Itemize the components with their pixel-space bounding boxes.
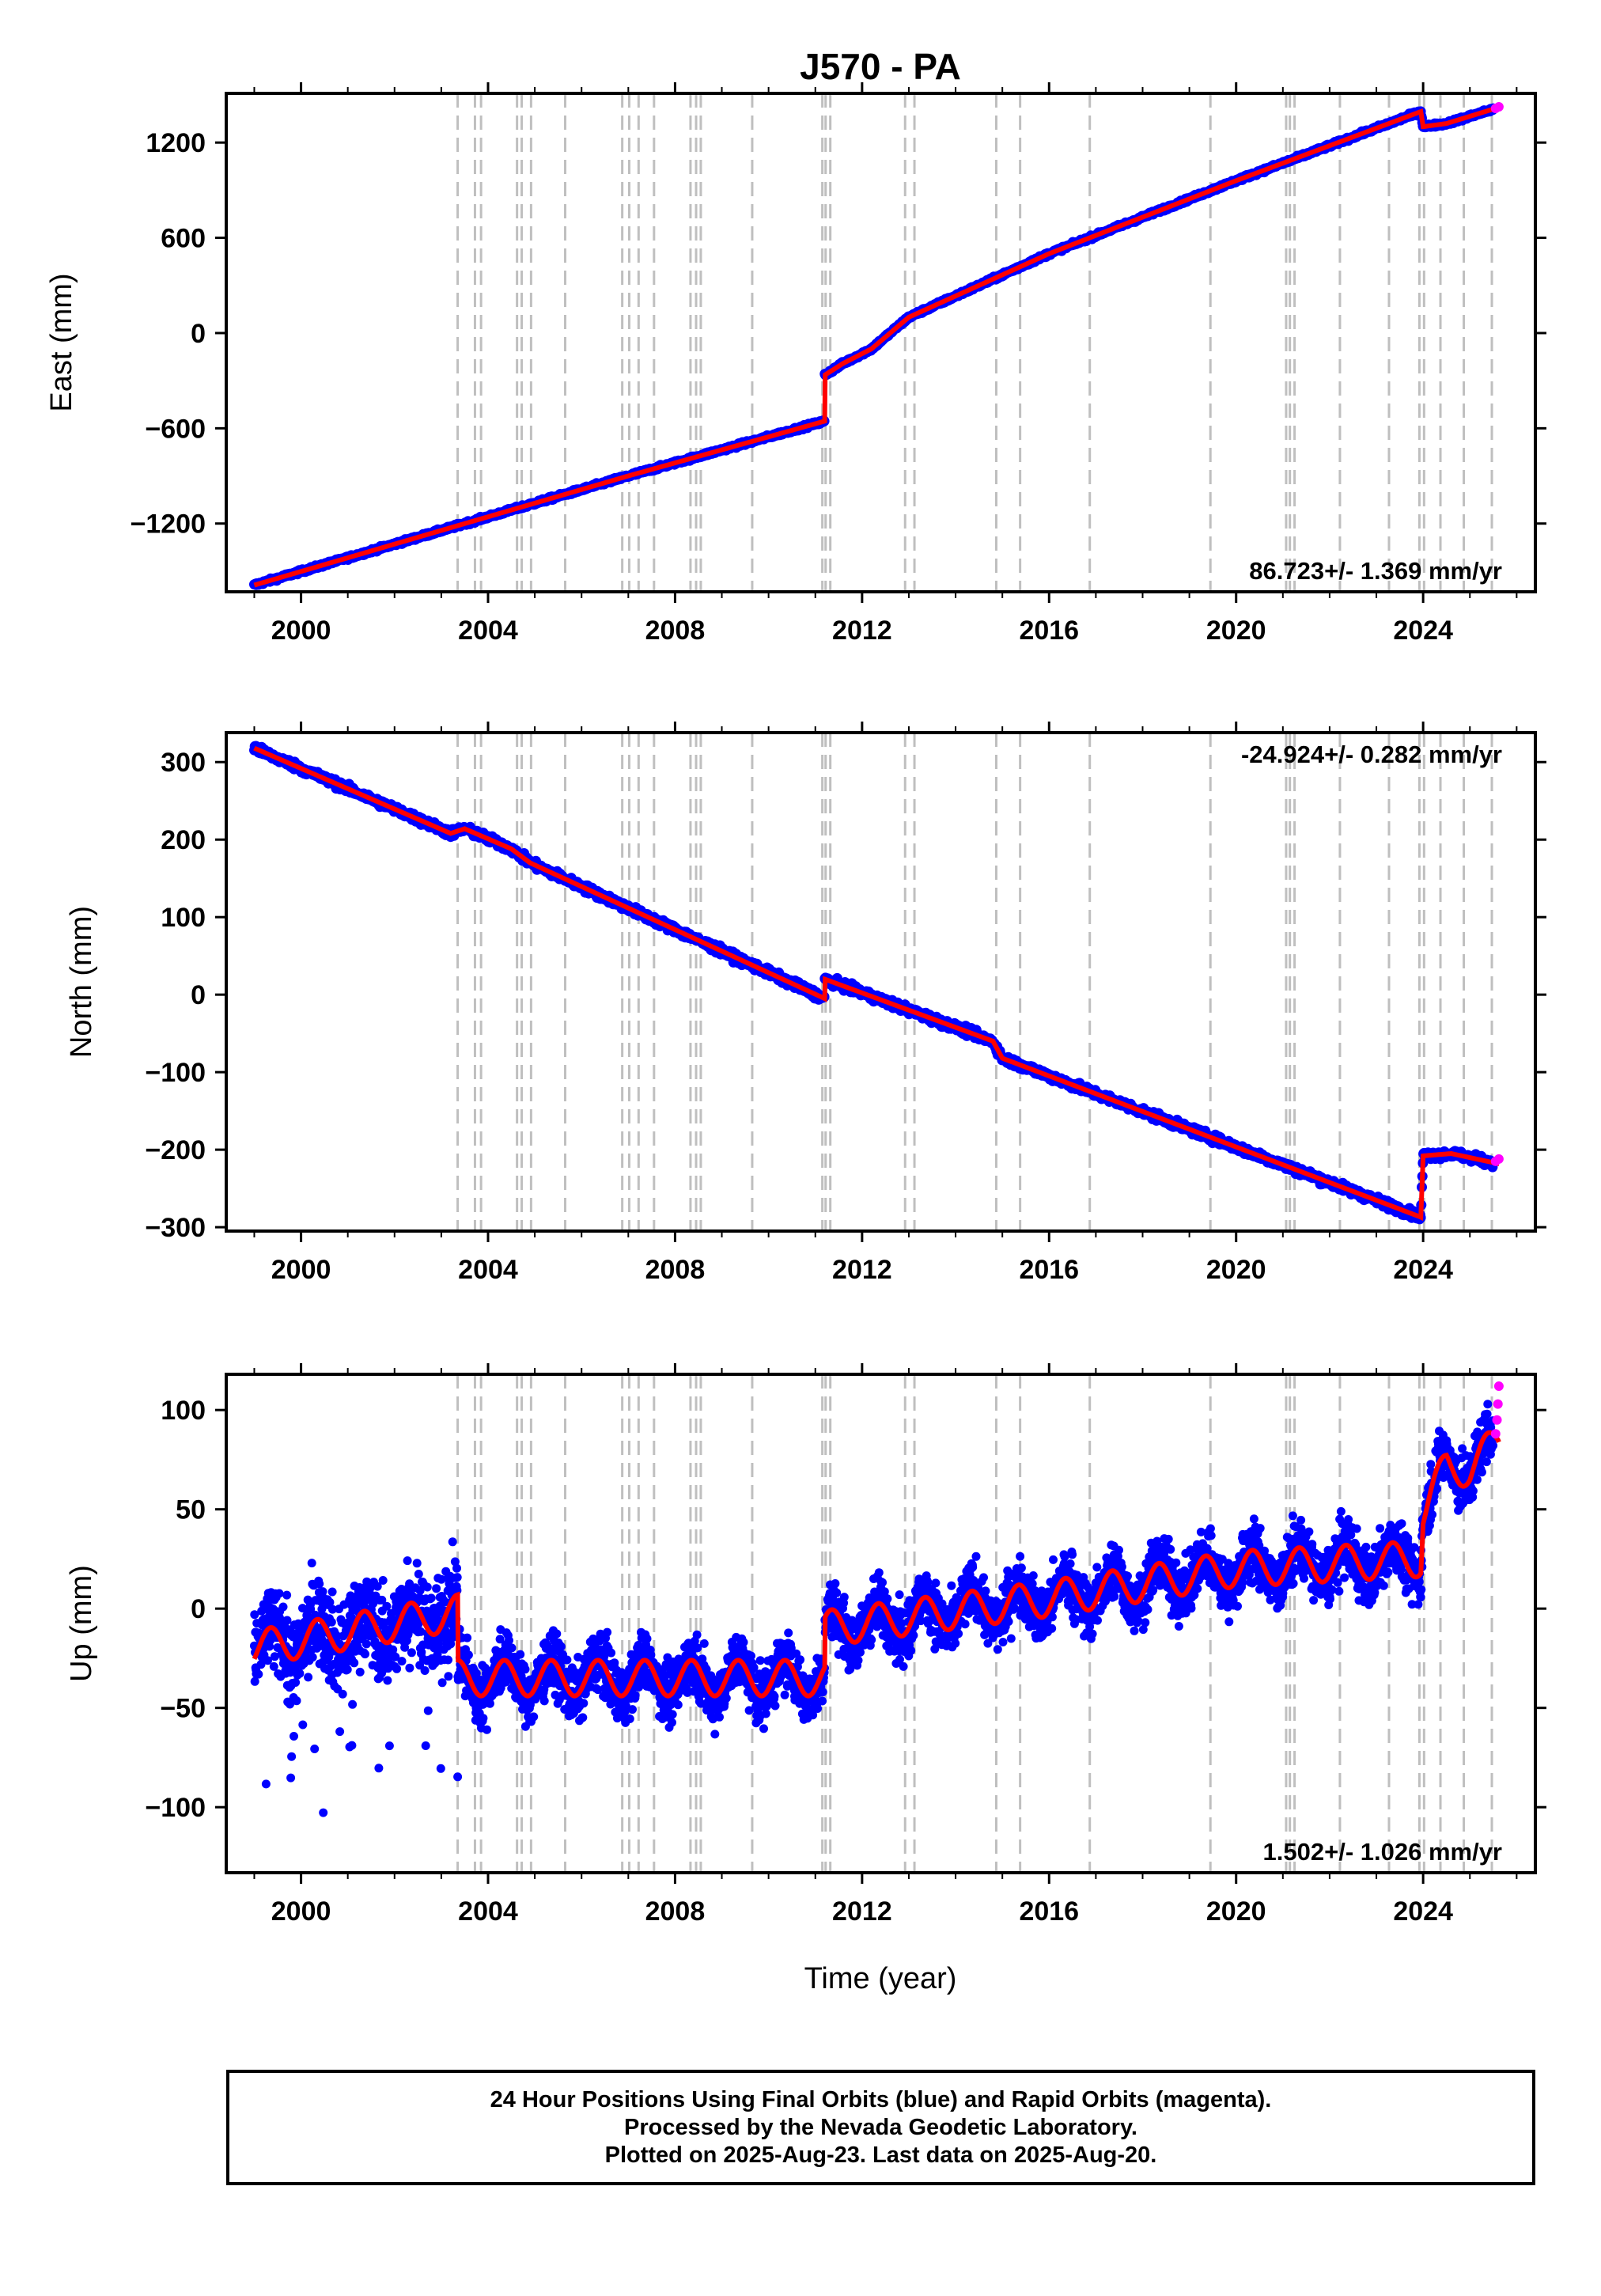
data-point <box>254 1669 263 1679</box>
data-point <box>286 1773 296 1783</box>
data-point <box>304 1673 313 1682</box>
data-point <box>327 1617 336 1627</box>
panel-north: 2000 2004 2008 2012 2016 2020 2024−300−200−100… <box>65 722 1546 1285</box>
y-tick-label: −300 <box>145 1213 206 1243</box>
y-axis-label: East (mm) <box>45 273 78 411</box>
y-tick-label: 100 <box>161 903 206 933</box>
panel-up: 2000 2004 2008 2012 2016 2020 2024−100−5005010… <box>65 1363 1546 1927</box>
data-point <box>291 1678 301 1687</box>
data-point <box>290 1732 298 1741</box>
chart-title: J570 - PA <box>800 46 961 87</box>
y-tick-label: −1200 <box>131 510 206 540</box>
rate-annotation: -24.924+/- 0.282 mm/yr <box>1241 741 1502 768</box>
rate-annotation: 86.723+/- 1.369 mm/yr <box>1249 557 1502 585</box>
data-layer <box>249 741 1504 1225</box>
model-line <box>253 745 1499 1222</box>
data-point <box>319 1808 328 1817</box>
x-tick-label: 2000 <box>271 1255 331 1285</box>
plot-frame <box>225 92 1537 593</box>
data-point <box>308 1653 317 1662</box>
data-point <box>287 1752 297 1761</box>
rapid-orbit-point <box>1493 1154 1504 1164</box>
x-tick-label: 2012 <box>832 616 892 646</box>
x-tick-label: 2020 <box>1206 1255 1266 1285</box>
x-tick-label: 2020 <box>1206 616 1266 646</box>
x-tick-label: 2024 <box>1393 1255 1453 1285</box>
x-tick-label: 2000 <box>271 616 331 646</box>
data-point <box>274 1589 284 1598</box>
y-tick-label: 1200 <box>146 128 206 158</box>
data-point <box>261 1779 271 1789</box>
x-tick-label: 2008 <box>645 616 706 646</box>
x-tick-label: 2024 <box>1393 616 1453 646</box>
data-point <box>327 1587 337 1597</box>
data-point <box>310 1745 320 1753</box>
x-tick-label: 2004 <box>458 1255 518 1285</box>
x-tick-label: 2008 <box>645 1255 706 1285</box>
data-point <box>295 1669 305 1678</box>
y-tick-label: 0 <box>191 319 206 349</box>
data-point <box>315 1579 324 1589</box>
y-tick-label: 600 <box>161 224 206 254</box>
data-point <box>282 1590 292 1600</box>
data-point <box>292 1696 301 1706</box>
x-tick-label: 2016 <box>1019 616 1079 646</box>
data-layer <box>250 1381 1504 1817</box>
y-tick-label: 300 <box>161 748 206 778</box>
x-tick-label: 2004 <box>458 616 518 646</box>
y-tick-label: 200 <box>161 825 206 855</box>
data-layer <box>249 102 1504 590</box>
x-tick-label: 2016 <box>1019 1255 1079 1285</box>
y-tick-label: −100 <box>145 1058 206 1088</box>
data-point <box>282 1616 292 1625</box>
data-point <box>307 1559 316 1568</box>
y-tick-label: −600 <box>145 414 206 444</box>
data-point <box>298 1720 308 1730</box>
y-tick-label: −200 <box>145 1135 206 1165</box>
rapid-orbit-point <box>1493 102 1504 112</box>
panel-east: 2000 2004 2008 2012 2016 2020 2024 −1200 −600 0 60… <box>45 82 1546 646</box>
data-point <box>278 1602 288 1612</box>
final-orbit-points <box>249 741 1499 1225</box>
y-tick-label: 0 <box>191 980 206 1010</box>
model-line <box>253 105 1499 588</box>
x-tick-label: 2012 <box>832 1255 892 1285</box>
y-axis-label: North (mm) <box>65 906 98 1058</box>
